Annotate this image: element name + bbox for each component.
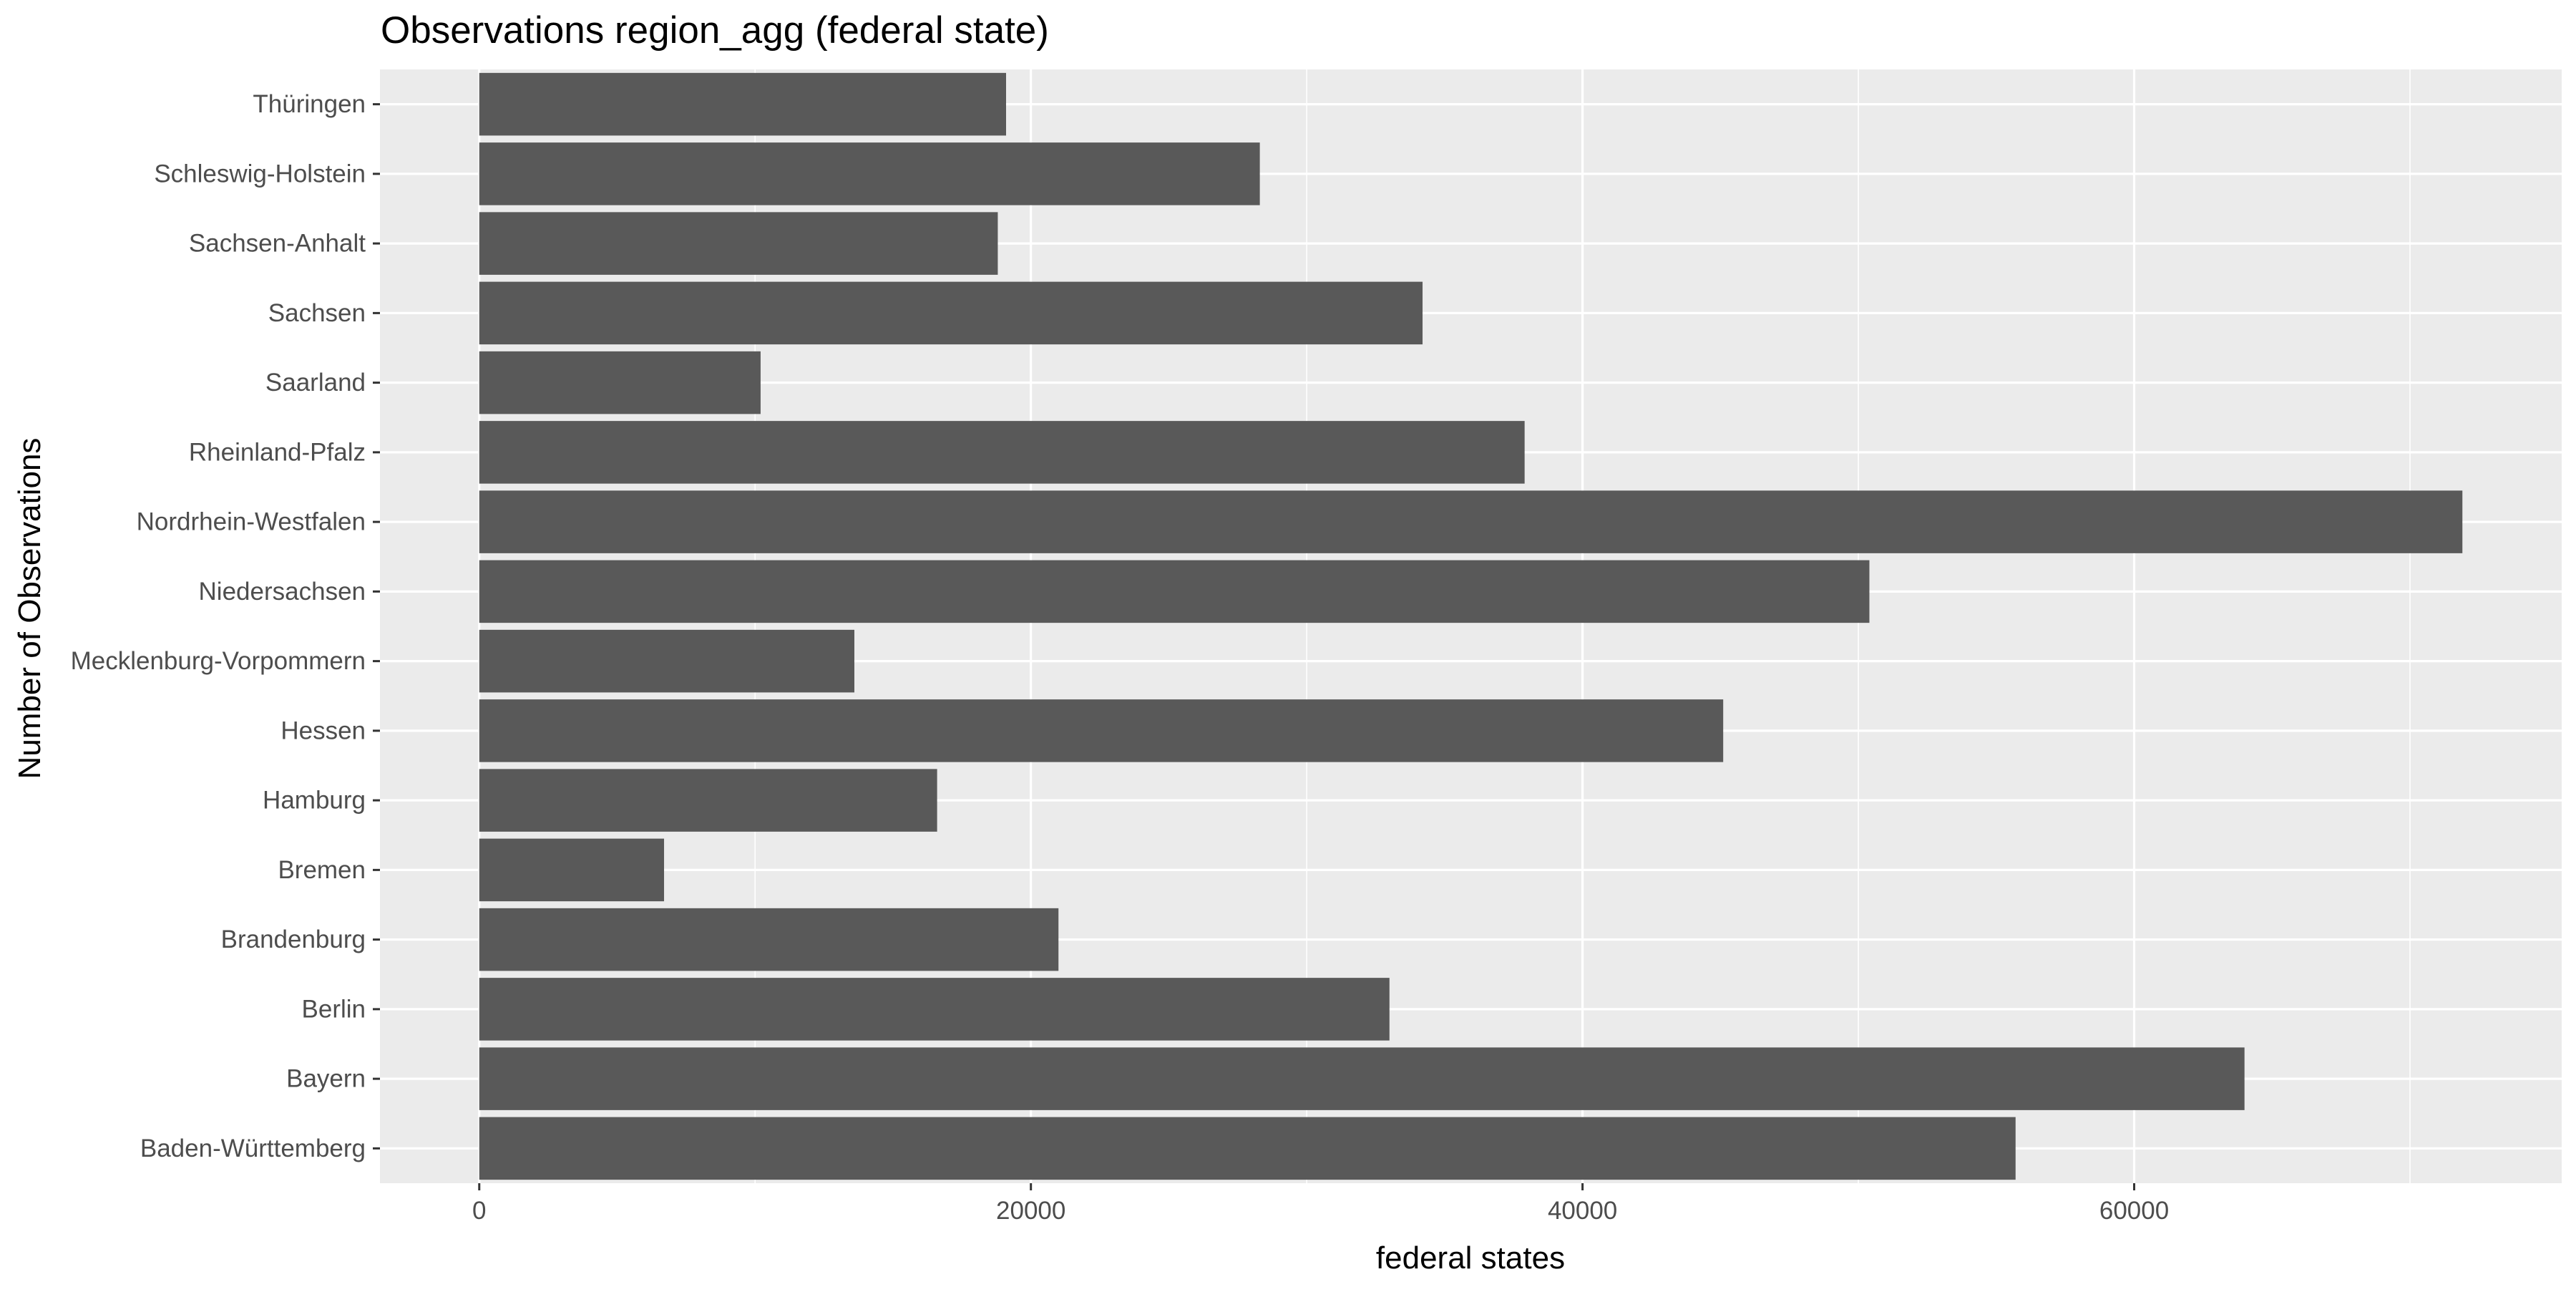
x-tick-label: 60000 xyxy=(2099,1197,2169,1225)
y-tick-label: Baden-Württemberg xyxy=(140,1135,366,1162)
y-tick-label: Bayern xyxy=(286,1065,366,1093)
y-axis: Baden-Württemberg Bayern Berlin Brandenburg… xyxy=(71,90,380,1162)
y-tick-label: Bremen xyxy=(278,856,366,884)
bar xyxy=(479,72,1006,136)
bar xyxy=(479,1117,2016,1180)
bar xyxy=(479,490,2463,553)
bar xyxy=(479,629,854,693)
y-tick-label: Brandenburg xyxy=(221,926,366,953)
y-axis-title: Number of Observations xyxy=(12,438,47,779)
bars xyxy=(479,72,2463,1180)
bar xyxy=(479,769,937,832)
y-tick-label: Saarland xyxy=(265,369,366,397)
y-tick-label: Berlin xyxy=(302,995,366,1023)
y-tick-label: Mecklenburg-Vorpommern xyxy=(71,647,366,675)
bar xyxy=(479,281,1423,345)
y-tick-label: Hessen xyxy=(280,717,366,744)
y-tick-label: Niedersachsen xyxy=(199,578,366,606)
x-tick-label: 40000 xyxy=(1548,1197,1617,1225)
y-tick-label: Thüringen xyxy=(253,90,366,118)
bar xyxy=(479,351,761,414)
y-tick-label: Rheinland-Pfalz xyxy=(189,438,366,466)
y-tick-label: Hamburg xyxy=(263,787,366,815)
bar xyxy=(479,908,1059,971)
bar xyxy=(479,699,1724,762)
x-tick-label: 20000 xyxy=(996,1197,1065,1225)
y-tick-label: Sachsen-Anhalt xyxy=(189,230,366,258)
y-tick-label: Schleswig-Holstein xyxy=(154,160,366,188)
x-axis-title: federal states xyxy=(1376,1240,1565,1276)
bar xyxy=(479,978,1390,1041)
bar xyxy=(479,560,1870,623)
x-tick-label: 0 xyxy=(472,1197,486,1225)
y-tick-label: Sachsen xyxy=(268,299,366,327)
x-axis: 0 20000 40000 60000 xyxy=(472,1183,2169,1225)
bar xyxy=(479,838,665,902)
bar xyxy=(479,1047,2245,1110)
chart-title: Observations region_agg (federal state) xyxy=(381,9,1049,52)
y-tick-label: Nordrhein-Westfalen xyxy=(137,508,366,536)
bar xyxy=(479,142,1260,205)
bar xyxy=(479,212,998,275)
bar xyxy=(479,421,1525,484)
